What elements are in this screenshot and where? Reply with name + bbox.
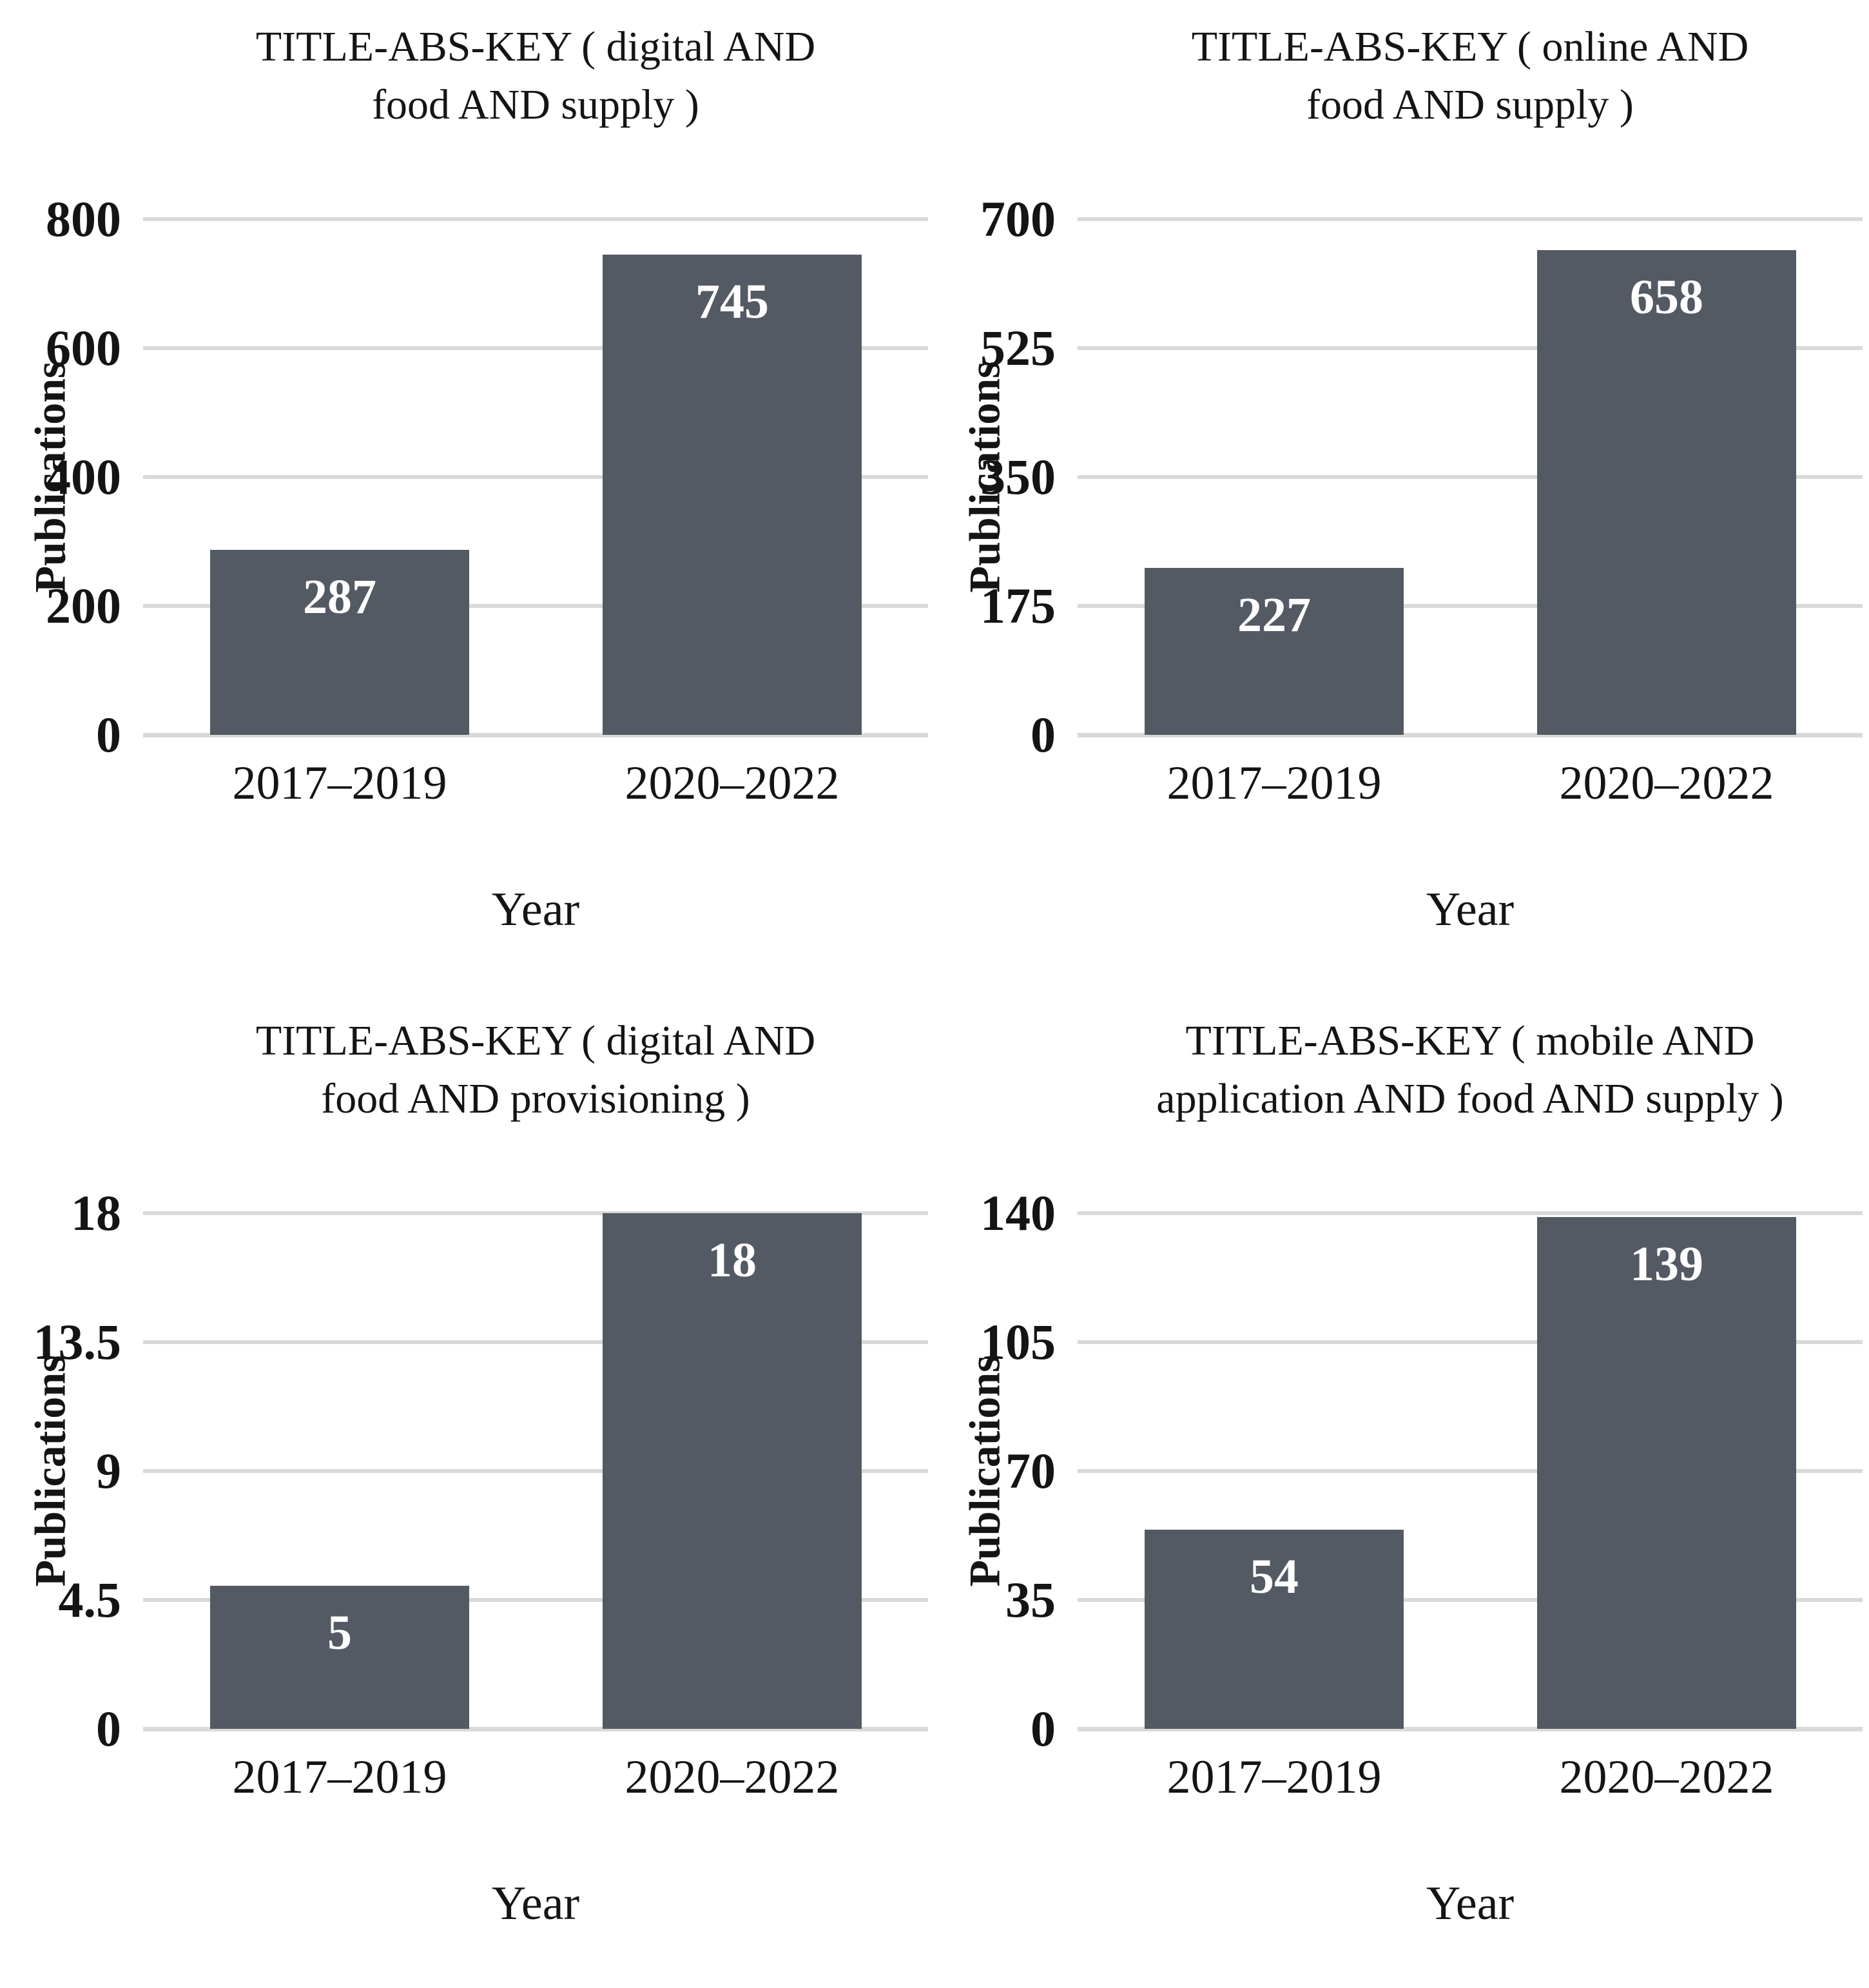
chart-title-line: food AND supply ) xyxy=(372,81,699,128)
x-tick-label: 2020–2022 xyxy=(625,757,840,810)
gridline xyxy=(1078,604,1863,608)
y-tick-label: 175 xyxy=(980,578,1056,634)
y-tick-label: 105 xyxy=(980,1314,1056,1370)
bar-value-label: 227 xyxy=(1237,588,1311,642)
y-tick-label: 0 xyxy=(1031,707,1056,763)
x-axis-title: Year xyxy=(1426,883,1515,936)
y-tick-label: 70 xyxy=(1005,1443,1056,1499)
gridline xyxy=(1078,1211,1863,1215)
gridline xyxy=(1078,475,1863,479)
y-tick-label: 350 xyxy=(980,449,1056,505)
bar-value-label: 5 xyxy=(327,1606,352,1660)
x-tick-label: 2017–2019 xyxy=(1167,757,1382,810)
bar: 5 xyxy=(210,1586,469,1729)
gridline xyxy=(1078,1469,1863,1473)
gridline xyxy=(143,1598,928,1602)
gridline xyxy=(143,475,928,479)
gridline xyxy=(143,604,928,608)
gridline xyxy=(1078,217,1863,221)
gridline xyxy=(1078,346,1863,350)
y-tick-label: 0 xyxy=(96,707,121,763)
gridline xyxy=(143,733,928,737)
y-tick-label: 400 xyxy=(46,449,121,505)
chart-title-line: application AND food AND supply ) xyxy=(1156,1075,1784,1122)
y-tick-label: 35 xyxy=(1005,1572,1056,1628)
gridline xyxy=(1078,1598,1863,1602)
chart-title-line: TITLE-ABS-KEY ( online AND xyxy=(1191,23,1749,70)
y-tick-label: 9 xyxy=(96,1443,121,1499)
gridline xyxy=(143,346,928,350)
x-tick-label: 2017–2019 xyxy=(232,757,447,810)
x-tick-label: 2020–2022 xyxy=(625,1751,840,1804)
bar: 287 xyxy=(210,550,469,735)
gridline xyxy=(143,1340,928,1344)
y-tick-label: 4.5 xyxy=(58,1572,122,1628)
y-tick-label: 140 xyxy=(980,1185,1056,1241)
x-tick-label: 2017–2019 xyxy=(232,1751,447,1804)
bar: 745 xyxy=(603,255,862,735)
x-axis-title: Year xyxy=(491,883,580,936)
chart-panel: TITLE-ABS-KEY ( online AND food AND suppl… xyxy=(934,0,1869,994)
bar-value-label: 54 xyxy=(1250,1550,1299,1604)
y-tick-label: 0 xyxy=(96,1701,121,1757)
gridline xyxy=(143,1727,928,1731)
gridline xyxy=(143,1211,928,1215)
gridline xyxy=(1078,1727,1863,1731)
x-tick-label: 2020–2022 xyxy=(1559,1751,1774,1804)
gridline xyxy=(143,1469,928,1473)
bar-value-label: 18 xyxy=(708,1233,757,1287)
y-tick-label: 13.5 xyxy=(33,1314,122,1370)
chart-title-line: food AND provisioning ) xyxy=(321,1075,750,1122)
chart-title-line: food AND supply ) xyxy=(1306,81,1634,128)
y-tick-label: 600 xyxy=(46,320,121,376)
x-tick-label: 2020–2022 xyxy=(1559,757,1774,810)
bar-value-label: 745 xyxy=(695,275,769,329)
chart-title-line: TITLE-ABS-KEY ( mobile AND xyxy=(1185,1017,1755,1064)
gridline xyxy=(1078,733,1863,737)
bar: 658 xyxy=(1537,250,1796,735)
bar-value-label: 658 xyxy=(1630,270,1703,324)
bar: 54 xyxy=(1145,1530,1404,1729)
bar-value-label: 287 xyxy=(303,570,376,624)
y-tick-label: 200 xyxy=(46,578,121,634)
y-tick-label: 18 xyxy=(71,1185,121,1241)
chart-title-line: TITLE-ABS-KEY ( digital AND xyxy=(255,23,816,70)
bar: 18 xyxy=(603,1213,862,1729)
y-tick-label: 800 xyxy=(46,191,121,247)
chart-panel: TITLE-ABS-KEY ( mobile AND application AN… xyxy=(934,994,1869,1988)
y-tick-label: 700 xyxy=(980,191,1056,247)
bar: 139 xyxy=(1537,1217,1796,1729)
y-tick-label: 525 xyxy=(980,320,1056,376)
x-axis-title: Year xyxy=(1426,1877,1515,1930)
gridline xyxy=(143,217,928,221)
bar-value-label: 139 xyxy=(1630,1237,1703,1291)
chart-panel: TITLE-ABS-KEY ( digital AND food AND supp… xyxy=(0,0,934,994)
chart-panel: TITLE-ABS-KEY ( digital AND food AND prov… xyxy=(0,994,934,1988)
y-tick-label: 0 xyxy=(1031,1701,1056,1757)
chart-title-line: TITLE-ABS-KEY ( digital AND xyxy=(255,1017,816,1064)
x-tick-label: 2017–2019 xyxy=(1167,1751,1382,1804)
gridline xyxy=(1078,1340,1863,1344)
x-axis-title: Year xyxy=(491,1877,580,1930)
bar: 227 xyxy=(1145,568,1404,735)
